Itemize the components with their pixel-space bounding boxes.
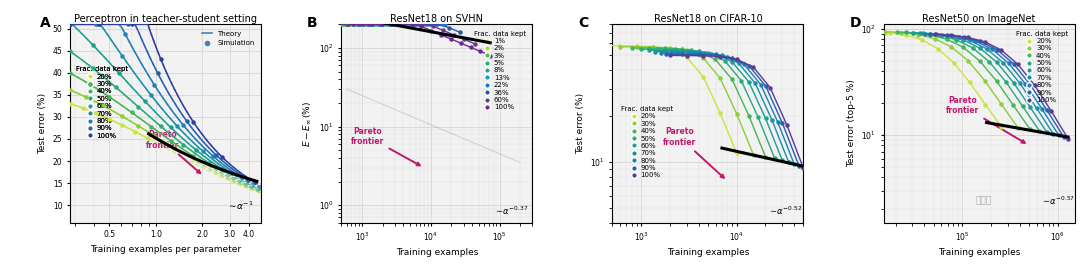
Text: D: D bbox=[849, 16, 861, 30]
Title: ResNet18 on SVHN: ResNet18 on SVHN bbox=[390, 14, 484, 23]
Text: $\sim\!\alpha^{-0.52}$: $\sim\!\alpha^{-0.52}$ bbox=[768, 205, 802, 217]
Text: Pareto
frontier: Pareto frontier bbox=[351, 127, 420, 165]
Text: $\sim\!\alpha^{-1}$: $\sim\!\alpha^{-1}$ bbox=[227, 199, 254, 212]
X-axis label: Training examples: Training examples bbox=[937, 248, 1021, 257]
Y-axis label: $E - E_\infty\,(\%)$: $E - E_\infty\,(\%)$ bbox=[301, 100, 313, 147]
Text: A: A bbox=[40, 16, 51, 30]
Text: Pareto
frontier: Pareto frontier bbox=[146, 130, 200, 173]
Title: Perceptron in teacher-student setting: Perceptron in teacher-student setting bbox=[75, 14, 257, 23]
Text: B: B bbox=[307, 16, 318, 30]
Text: Pareto
frontier: Pareto frontier bbox=[946, 96, 1025, 143]
X-axis label: Training examples per parameter: Training examples per parameter bbox=[90, 245, 241, 254]
Title: ResNet50 on ImageNet: ResNet50 on ImageNet bbox=[922, 14, 1036, 23]
Title: ResNet18 on CIFAR-10: ResNet18 on CIFAR-10 bbox=[653, 14, 762, 23]
Legend: 20%, 30%, 40%, 50%, 60%, 70%, 80%, 90%, 100%: 20%, 30%, 40%, 50%, 60%, 70%, 80%, 90%, … bbox=[1013, 28, 1071, 106]
Y-axis label: Test error (top-5 %): Test error (top-5 %) bbox=[847, 80, 855, 167]
Y-axis label: Test error (%): Test error (%) bbox=[576, 93, 584, 154]
Legend: 1%, 2%, 3%, 5%, 8%, 13%, 22%, 36%, 60%, 100%: 1%, 2%, 3%, 5%, 8%, 13%, 22%, 36%, 60%, … bbox=[471, 28, 529, 113]
Text: $\sim\!\alpha^{-0.37}$: $\sim\!\alpha^{-0.37}$ bbox=[495, 205, 529, 217]
Legend: 20%, 30%, 40%, 50%, 60%, 70%, 80%, 90%, 100%: 20%, 30%, 40%, 50%, 60%, 70%, 80%, 90%, … bbox=[618, 103, 676, 181]
X-axis label: Training examples: Training examples bbox=[666, 248, 750, 257]
Y-axis label: Test error (%): Test error (%) bbox=[38, 93, 48, 154]
Text: C: C bbox=[578, 16, 589, 30]
Legend: 20%, 30%, 40%, 50%, 60%, 70%, 80%, 90%, 100%: 20%, 30%, 40%, 50%, 60%, 70%, 80%, 90%, … bbox=[73, 63, 132, 141]
Text: 量子位: 量子位 bbox=[975, 196, 991, 205]
X-axis label: Training examples: Training examples bbox=[395, 248, 478, 257]
Text: $\sim\!\alpha^{-0.57}$: $\sim\!\alpha^{-0.57}$ bbox=[1041, 195, 1075, 207]
Text: Pareto
frontier: Pareto frontier bbox=[663, 127, 724, 178]
